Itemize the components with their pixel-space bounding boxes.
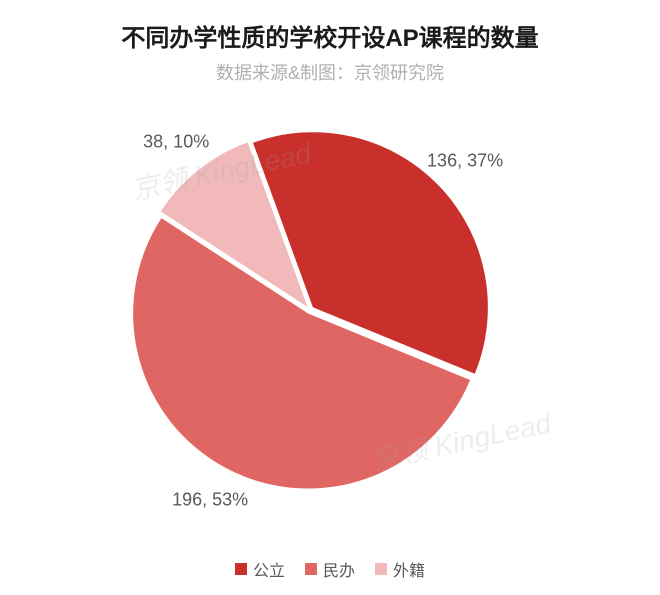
legend-item: 公立: [235, 557, 285, 581]
legend-swatch: [375, 563, 387, 575]
legend-label: 民办: [323, 557, 355, 581]
legend-item: 民办: [305, 557, 355, 581]
legend: 公立 民办 外籍: [0, 557, 660, 581]
legend-label: 公立: [253, 557, 285, 581]
slice-label: 136, 37%: [427, 151, 503, 172]
legend-label: 外籍: [393, 557, 425, 581]
legend-item: 外籍: [375, 557, 425, 581]
slice-label: 196, 53%: [172, 490, 248, 511]
chart-area: 136, 37% 196, 53% 38, 10%: [0, 90, 660, 545]
legend-swatch: [305, 563, 317, 575]
slice-label: 38, 10%: [143, 131, 209, 152]
legend-swatch: [235, 563, 247, 575]
